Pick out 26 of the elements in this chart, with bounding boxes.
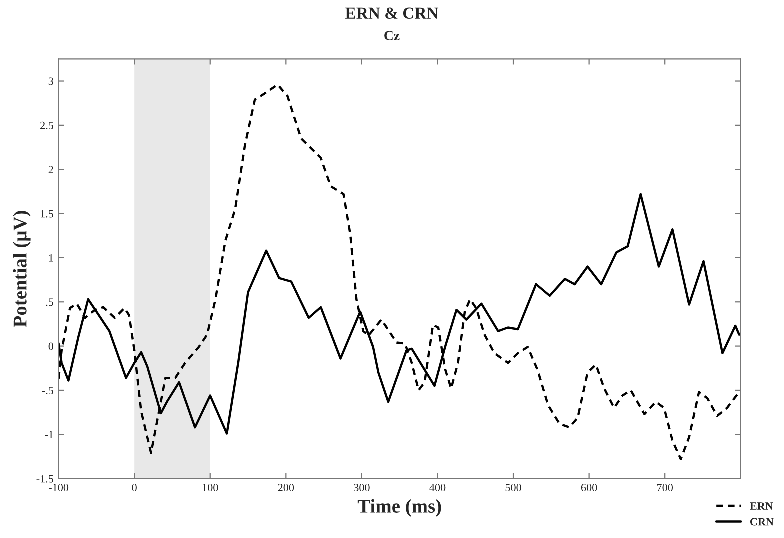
chart-title: ERN & CRN <box>346 8 439 19</box>
x-tick-label: 700 <box>657 484 674 492</box>
y-tick-label: 0 <box>48 342 54 350</box>
line-series <box>58 84 740 460</box>
x-axis-title: Time (ms) <box>358 499 442 517</box>
y-tick-label: 2.5 <box>40 122 54 130</box>
y-axis-title: Potential (μV) <box>13 211 31 328</box>
legend-label: ERN <box>750 502 774 510</box>
chart-subtitle: Cz <box>384 31 400 40</box>
x-tick-label: 300 <box>354 484 370 492</box>
y-tick-label: 3 <box>48 78 54 86</box>
x-tick-label: 600 <box>581 484 598 492</box>
y-tick-label: -1.5 <box>36 475 54 483</box>
y-tick-label: 1.5 <box>41 210 54 218</box>
y-tick-label: 1 <box>49 254 54 262</box>
x-tick-label: 0 <box>132 484 137 492</box>
x-tick-label: -100 <box>49 484 69 492</box>
x-tick-label: 400 <box>430 484 446 492</box>
x-tick-label: 100 <box>203 484 218 492</box>
y-tick-label: -1 <box>45 431 54 438</box>
y-tick-label: -.5 <box>42 387 54 394</box>
legend-label: CRN <box>750 518 774 526</box>
y-tick-label: .5 <box>46 298 54 306</box>
y-tick-label: 2 <box>48 166 54 174</box>
x-tick-label: 200 <box>278 484 294 492</box>
x-tick-label: 500 <box>506 484 522 492</box>
